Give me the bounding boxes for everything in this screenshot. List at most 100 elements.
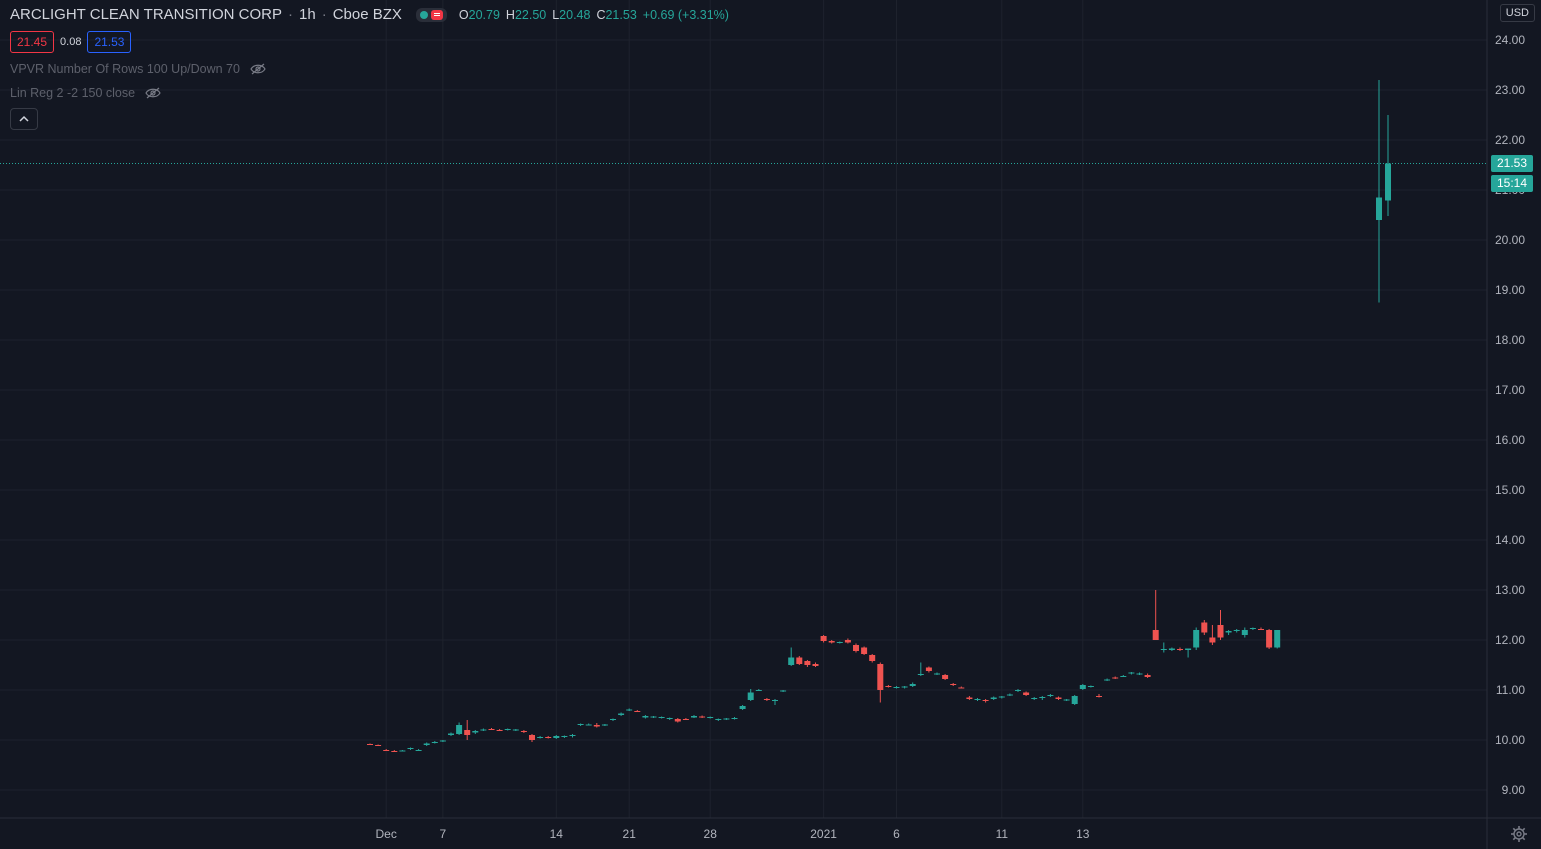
candles bbox=[367, 80, 1391, 752]
candle bbox=[504, 728, 511, 731]
buy-button[interactable]: 21.53 bbox=[87, 31, 132, 53]
candle-body bbox=[1144, 675, 1151, 677]
candle-body bbox=[1112, 677, 1119, 679]
candle-body bbox=[1006, 694, 1013, 696]
candle bbox=[990, 696, 997, 700]
ohlc-values: O20.79 H22.50 L20.48 C21.53 +0.69 (+3.31… bbox=[459, 8, 729, 22]
candle-body bbox=[998, 696, 1005, 698]
candle-body bbox=[1249, 628, 1256, 629]
candle bbox=[982, 699, 989, 703]
candle bbox=[820, 635, 827, 643]
low-value: 20.48 bbox=[559, 7, 591, 22]
currency-badge[interactable]: USD bbox=[1499, 4, 1535, 22]
candle bbox=[1015, 689, 1021, 692]
interval-label[interactable]: 1h bbox=[299, 6, 316, 23]
candle bbox=[1233, 629, 1240, 633]
candle-body bbox=[1120, 676, 1127, 677]
candle bbox=[1120, 675, 1127, 677]
candle-body bbox=[1177, 649, 1183, 650]
candle-body bbox=[658, 717, 665, 718]
candle-body bbox=[520, 731, 527, 732]
candle bbox=[998, 696, 1005, 699]
candle bbox=[415, 749, 422, 751]
price-tick-label: 12.00 bbox=[1495, 633, 1525, 647]
price-tick-label: 14.00 bbox=[1495, 533, 1525, 547]
market-status-pill[interactable] bbox=[415, 7, 447, 22]
candle bbox=[1031, 697, 1038, 700]
candle bbox=[1055, 696, 1062, 700]
candle bbox=[472, 730, 479, 734]
candle-body bbox=[1201, 622, 1208, 633]
eye-crossed-icon[interactable] bbox=[145, 87, 161, 99]
candle-body bbox=[569, 735, 576, 736]
price-tick-label: 15.00 bbox=[1495, 483, 1525, 497]
candle bbox=[893, 686, 900, 689]
candle-body bbox=[577, 724, 584, 725]
candle-body bbox=[1047, 695, 1054, 696]
indicator-vpvr[interactable]: VPVR Number Of Rows 100 Up/Down 70 bbox=[10, 62, 266, 76]
open-value: 20.79 bbox=[468, 7, 500, 22]
candle-body bbox=[383, 750, 390, 751]
candle-body bbox=[1209, 637, 1216, 643]
candle bbox=[391, 750, 398, 752]
eye-crossed-icon[interactable] bbox=[250, 63, 266, 75]
candle bbox=[1047, 694, 1054, 697]
candle-body bbox=[893, 687, 900, 688]
candle-body bbox=[472, 731, 479, 733]
candle bbox=[439, 740, 446, 742]
candle bbox=[1241, 627, 1248, 638]
high-label: H bbox=[505, 7, 515, 22]
quote-row: 21.45 0.08 21.53 bbox=[10, 31, 132, 53]
price-tick-label: 24.00 bbox=[1495, 33, 1525, 47]
candle-body bbox=[958, 687, 965, 689]
candle-body bbox=[990, 697, 997, 699]
collapse-legend-button[interactable] bbox=[10, 108, 38, 130]
candle-body bbox=[1031, 698, 1038, 699]
candle bbox=[456, 722, 463, 735]
candle-body bbox=[804, 661, 811, 665]
candle-body bbox=[1128, 672, 1135, 674]
candle-body bbox=[974, 699, 981, 700]
sell-button[interactable]: 21.45 bbox=[10, 31, 55, 53]
candle-body bbox=[1096, 696, 1102, 697]
candle-body bbox=[1104, 679, 1111, 681]
candle bbox=[780, 690, 787, 692]
candle-body bbox=[982, 700, 989, 701]
candle-body bbox=[367, 744, 373, 745]
candle-body bbox=[853, 645, 859, 651]
candle-body bbox=[464, 730, 471, 735]
candle-body bbox=[934, 673, 940, 675]
gear-icon[interactable] bbox=[1510, 825, 1528, 843]
candle bbox=[1023, 691, 1030, 696]
candle-body bbox=[1063, 699, 1070, 701]
symbol-name[interactable]: ARCLIGHT CLEAN TRANSITION CORP bbox=[10, 6, 282, 23]
price-tick-label: 13.00 bbox=[1495, 583, 1525, 597]
indicator-linreg[interactable]: Lin Reg 2 -2 150 close bbox=[10, 86, 161, 100]
candle-body bbox=[1039, 697, 1046, 698]
candle-body bbox=[699, 716, 706, 718]
candle bbox=[723, 718, 730, 720]
candle bbox=[650, 716, 657, 718]
candle-body bbox=[650, 716, 657, 718]
time-tick-label: 21 bbox=[623, 827, 637, 841]
candle bbox=[950, 683, 957, 686]
candle-body bbox=[456, 725, 463, 734]
candle bbox=[448, 732, 454, 736]
candle bbox=[1385, 115, 1391, 216]
high-value: 22.50 bbox=[514, 7, 547, 22]
candle bbox=[934, 672, 940, 675]
candle bbox=[1201, 620, 1208, 635]
candle bbox=[861, 646, 868, 655]
candle-body bbox=[375, 745, 382, 746]
candle-body bbox=[1241, 630, 1248, 635]
candle-body bbox=[861, 647, 868, 654]
candle bbox=[1112, 676, 1119, 679]
candle-body bbox=[901, 686, 908, 688]
candle bbox=[512, 729, 519, 731]
candle bbox=[1039, 696, 1046, 700]
candle bbox=[1087, 685, 1094, 688]
candle bbox=[1217, 610, 1224, 640]
candle-body bbox=[844, 640, 851, 643]
